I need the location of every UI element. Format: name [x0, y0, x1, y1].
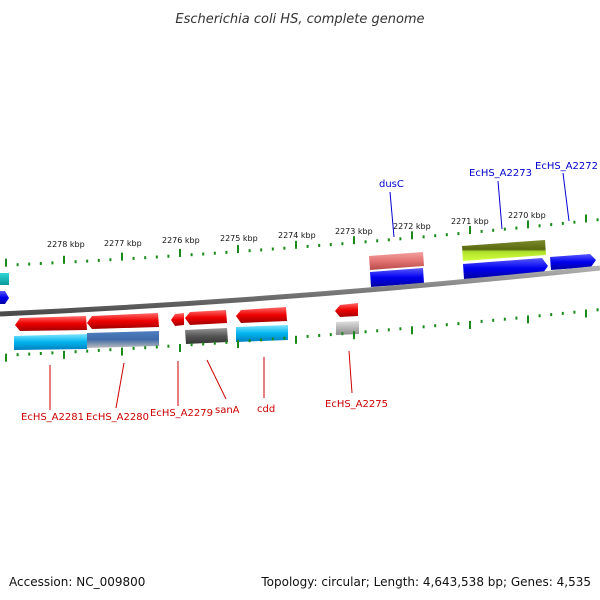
reverse-gene-labels: EcHS_A2281 EcHS_A2280 EcHS_A2279 sanA cd… — [21, 350, 388, 423]
gene-feature-echs-a2275-homolog[interactable] — [336, 321, 359, 335]
gene-label-dusc: dusC — [379, 179, 404, 190]
gene-label-sana: sanA — [215, 405, 240, 416]
kbp-label: 2270 kbp — [508, 211, 546, 220]
leader-line — [206, 359, 227, 400]
kbp-label: 2276 kbp — [162, 236, 200, 245]
forward-gene-labels: dusC EcHS_A2273 EcHS_A2272 — [379, 161, 598, 238]
gene-label-echs-a2280: EcHS_A2280 — [86, 412, 149, 423]
gene-label-echs-a2273: EcHS_A2273 — [469, 168, 532, 179]
gene-feature-cdd[interactable] — [236, 307, 287, 323]
gene-label-echs-a2281: EcHS_A2281 — [21, 412, 84, 423]
leader-line — [497, 180, 503, 230]
gene-feature-echs-a2272[interactable] — [550, 254, 596, 270]
gene-feature-partial-left[interactable] — [0, 291, 9, 304]
gene-feature-sana-homolog[interactable] — [185, 328, 228, 344]
leader-line — [562, 172, 570, 222]
gene-feature-echs-a2279[interactable] — [171, 313, 184, 326]
kbp-label: 2275 kbp — [220, 234, 258, 243]
gene-feature-echs-a2273-homolog[interactable] — [462, 240, 546, 261]
kbp-label: 2272 kbp — [393, 222, 431, 231]
gene-feature-echs-a2281-homolog[interactable] — [14, 334, 87, 350]
kbp-label: 2277 kbp — [104, 239, 142, 248]
genome-summary-text: Topology: circular; Length: 4,643,538 bp… — [260, 575, 591, 589]
gene-feature-cdd-homolog[interactable] — [236, 325, 288, 342]
gene-feature-echs-a2280-homolog[interactable] — [87, 331, 159, 348]
leader-line — [348, 350, 353, 394]
gene-label-echs-a2272: EcHS_A2272 — [535, 161, 598, 172]
leader-line — [389, 191, 395, 238]
gene-feature-partial[interactable] — [0, 273, 9, 285]
gene-feature-echs-a2281[interactable] — [15, 316, 87, 331]
lower-tick-track — [5, 308, 599, 362]
map-title: Escherichia coli HS, complete genome — [175, 12, 424, 27]
kbp-label: 2271 kbp — [451, 217, 489, 226]
accession-text: Accession: NC_009800 — [9, 575, 145, 589]
genome-backbone — [0, 265, 600, 317]
kbp-labels: 2278 kbp 2277 kbp 2276 kbp 2275 kbp 2274… — [47, 211, 546, 249]
gene-label-echs-a2275: EcHS_A2275 — [325, 399, 388, 410]
gene-feature-echs-a2280[interactable] — [87, 313, 159, 329]
kbp-label: 2274 kbp — [278, 231, 316, 240]
upper-tick-track — [5, 214, 599, 267]
gene-feature-sana[interactable] — [185, 310, 227, 325]
gene-feature-echs-a2275[interactable] — [335, 303, 358, 317]
kbp-label: 2278 kbp — [47, 240, 85, 249]
gene-label-echs-a2279: EcHS_A2279 — [150, 408, 213, 419]
kbp-label: 2273 kbp — [335, 227, 373, 236]
gene-label-cdd: cdd — [257, 404, 275, 415]
gene-feature-dusc-homolog[interactable] — [369, 252, 424, 270]
gene-feature-dusc[interactable] — [370, 268, 424, 287]
leader-line — [115, 362, 125, 409]
